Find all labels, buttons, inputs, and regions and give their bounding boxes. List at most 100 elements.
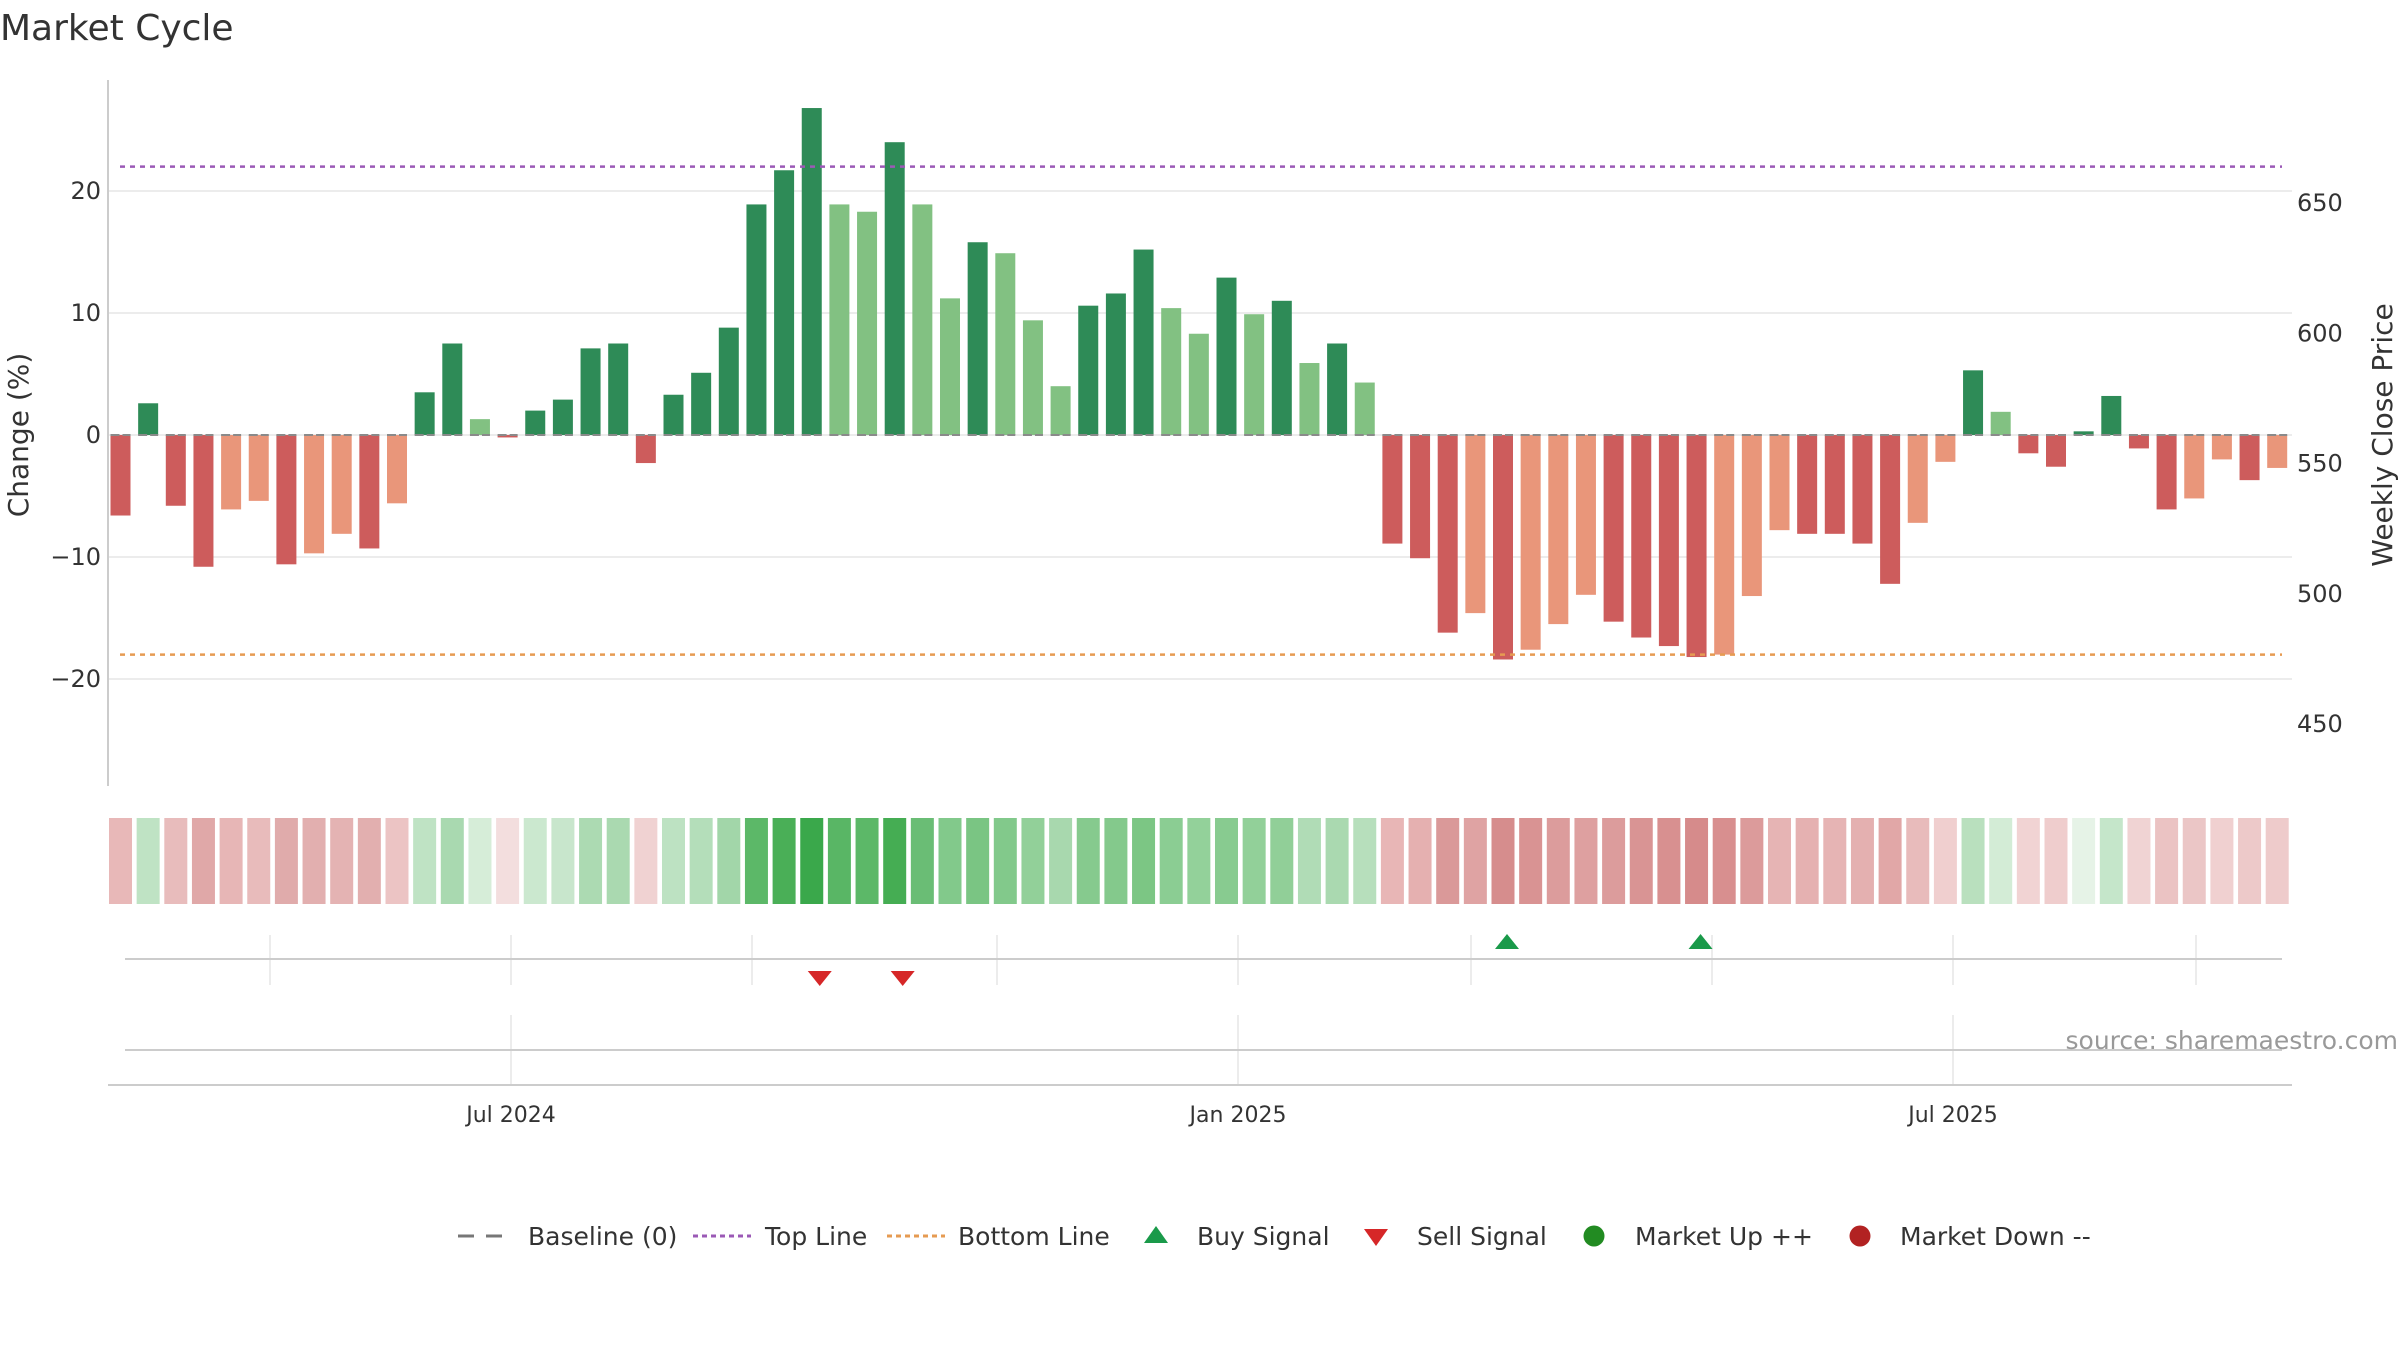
strip-cell — [1602, 818, 1626, 904]
strip-cell — [219, 818, 243, 904]
change-bar — [1105, 293, 1126, 435]
change-bar — [857, 211, 878, 435]
change-bar — [1824, 435, 1845, 534]
change-bar — [967, 242, 988, 435]
strip-cell — [606, 818, 630, 904]
change-bar — [1216, 277, 1237, 435]
strip-cell — [1242, 818, 1266, 904]
y-right-tick-label: 650 — [2297, 189, 2343, 217]
strip-cell — [413, 818, 437, 904]
change-bar — [1769, 435, 1790, 531]
legend-swatch-market-down — [1849, 1225, 1871, 1247]
change-bar — [2018, 435, 2039, 454]
strip-cell — [1353, 818, 1377, 904]
y-axis-right-title: Weekly Close Price — [2366, 303, 2399, 566]
change-bar — [1880, 435, 1901, 584]
strip-cell — [717, 818, 741, 904]
change-bar — [940, 298, 960, 435]
change-bar — [387, 435, 407, 504]
legend-label: Market Down -- — [1900, 1222, 2091, 1251]
change-bar — [718, 327, 739, 435]
strip-cell — [357, 818, 381, 904]
y-left-tick-label: −20 — [50, 665, 101, 693]
change-bar — [1548, 435, 1569, 625]
change-bar — [2073, 431, 2094, 435]
strip-cell — [883, 818, 907, 904]
strip-cell — [1546, 818, 1570, 904]
strip-cell — [1436, 818, 1460, 904]
y-right-tick-label: 550 — [2297, 450, 2343, 478]
change-bar — [2239, 435, 2260, 481]
strip-cell — [2182, 818, 2206, 904]
change-bar — [525, 410, 546, 435]
left-axis-ticks: 20 10 0 −10 −20 — [50, 177, 101, 693]
change-bar — [1050, 386, 1071, 435]
x-tick-label: Jan 2025 — [1188, 1103, 1287, 1128]
strip-cell — [1933, 818, 1957, 904]
change-bar — [1963, 370, 1984, 435]
change-bar — [221, 435, 242, 510]
strip-cell — [302, 818, 326, 904]
strip-cell — [1906, 818, 1930, 904]
strip-cell — [1629, 818, 1653, 904]
strip-cell — [1159, 818, 1183, 904]
strip-cell — [634, 818, 658, 904]
y-left-tick-label: −10 — [50, 543, 101, 571]
strip-cell — [579, 818, 603, 904]
change-bar — [1797, 435, 1818, 534]
strip-cell — [1380, 818, 1404, 904]
change-bar — [774, 170, 795, 435]
change-bar — [1852, 435, 1873, 544]
change-bar — [2046, 435, 2066, 467]
buy-signal-marker — [1688, 934, 1713, 949]
change-bar — [1493, 435, 1513, 660]
strip-cell — [744, 818, 768, 904]
strip-cell — [330, 818, 354, 904]
change-bar — [469, 419, 490, 435]
source-note: source: sharemaestro.com — [2066, 1026, 2399, 1055]
strip-cell — [1049, 818, 1073, 904]
change-bar — [663, 394, 684, 435]
strip-cell — [966, 818, 990, 904]
change-bar — [1658, 435, 1679, 647]
change-bar — [1382, 435, 1403, 544]
strip-cell — [800, 818, 824, 904]
change-bar — [635, 435, 656, 464]
change-bar — [110, 435, 131, 516]
strip-cell — [2072, 818, 2096, 904]
strip-cell — [440, 818, 464, 904]
strip-cell — [1961, 818, 1985, 904]
change-bar — [1631, 435, 1652, 638]
strip-cell — [1408, 818, 1432, 904]
chart-title: Market Cycle — [0, 8, 234, 49]
change-bar — [1990, 411, 2011, 435]
change-bar — [276, 435, 297, 565]
y-right-tick-label: 600 — [2297, 319, 2343, 347]
change-bar — [884, 142, 905, 435]
strip-cell — [1297, 818, 1321, 904]
strip-cell — [191, 818, 215, 904]
strip-cell — [1768, 818, 1791, 904]
change-bar — [1188, 333, 1209, 435]
change-bar — [1161, 308, 1182, 435]
strip-cell — [772, 818, 796, 904]
change-bar — [1520, 435, 1541, 650]
strip-cell — [1989, 818, 2013, 904]
y-right-tick-label: 450 — [2297, 710, 2343, 738]
strip-cell — [1740, 818, 1764, 904]
change-bar — [1410, 435, 1431, 559]
change-bar — [165, 435, 186, 506]
strip-cell — [1850, 818, 1874, 904]
legend-label: Baseline (0) — [528, 1222, 677, 1251]
strip-cell — [136, 818, 160, 904]
change-bar — [359, 435, 380, 549]
legend-label: Market Up ++ — [1635, 1222, 1813, 1251]
strip-cell — [2265, 818, 2289, 904]
change-bar — [1465, 435, 1486, 614]
change-bar — [2184, 435, 2205, 499]
change-bar — [912, 204, 933, 435]
sell-signal-marker — [890, 971, 915, 986]
strip-cell — [1657, 818, 1681, 904]
strip-cell — [993, 818, 1017, 904]
